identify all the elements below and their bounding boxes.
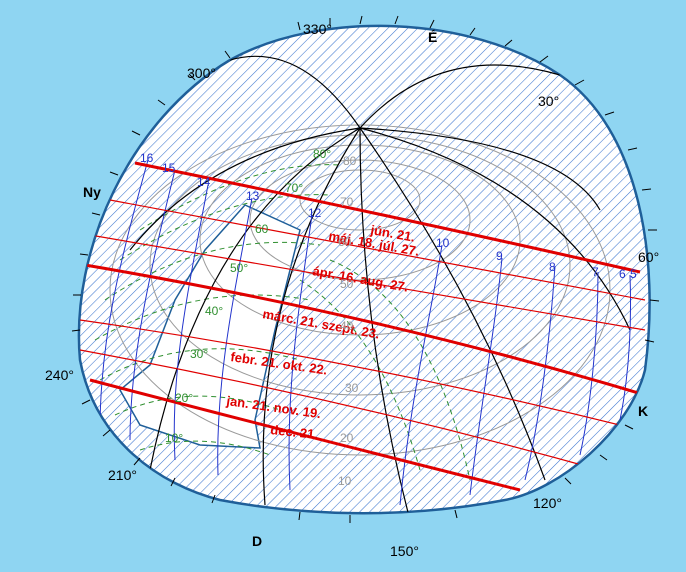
rim-ticks: [71, 15, 660, 523]
alt-grey-20: 20: [340, 431, 354, 445]
alt-green-70: 70°: [285, 181, 303, 195]
hour-label-16: 16: [140, 151, 154, 165]
alt-green-10: 10°: [165, 431, 183, 445]
dome: [77, 24, 651, 515]
azimuth-label-240: 240°: [45, 367, 74, 383]
azimuth-label-150: 150°: [390, 543, 419, 559]
azimuth-label-30: 30°: [538, 93, 559, 109]
alt-grey-30: 30: [345, 381, 359, 395]
hour-label-10: 10: [436, 236, 450, 250]
hour-label-7: 7: [592, 265, 599, 279]
hour-label-14: 14: [197, 175, 211, 189]
hour-label-13: 13: [246, 189, 260, 203]
alt-grey-10: 10: [338, 474, 352, 488]
hour-label-8: 8: [549, 260, 556, 274]
cardinal-west: Ny: [83, 184, 101, 200]
alt-green-30: 30°: [190, 347, 208, 361]
cardinal-east: K: [638, 403, 648, 419]
cardinal-labels: É Ny K D: [83, 29, 648, 549]
alt-green-60: 60: [255, 222, 269, 236]
alt-grey-70: 70: [340, 195, 354, 209]
alt-green-20: 20°: [175, 391, 193, 405]
cardinal-south: D: [252, 533, 262, 549]
azimuth-label-330: 330°: [303, 21, 332, 37]
azimuth-labels: 330° 300° 30° 60° 240° 210° 120° 150°: [45, 21, 659, 559]
sun-path-label-dec21: dec. 21.: [270, 422, 319, 442]
hour-label-15: 15: [162, 161, 176, 175]
meridians: [129, 55, 631, 514]
alt-green-40: 40°: [205, 304, 223, 318]
hour-label-6: 6: [619, 267, 626, 281]
alt-grey-40: 40: [340, 319, 354, 333]
altitude-labels-green: 80° 70° 60 50° 40° 30° 20° 10°: [165, 147, 331, 445]
alt-grey-50: 50: [340, 277, 354, 291]
alt-green-50: 50°: [230, 261, 248, 275]
sun-path-lines: [79, 161, 646, 492]
hour-labels: 16 15 14 13 12 10 9 8 7 6 5: [140, 151, 637, 281]
azimuth-label-120: 120°: [533, 495, 562, 511]
alt-green-80: 80°: [313, 147, 331, 161]
hour-label-5: 5: [630, 267, 637, 281]
hour-lines: [99, 159, 632, 506]
alt-grey-60: 60: [338, 235, 352, 249]
azimuth-label-60: 60°: [638, 249, 659, 265]
cardinal-north: É: [428, 29, 437, 45]
hour-label-9: 9: [496, 249, 503, 263]
azimuth-label-210: 210°: [108, 467, 137, 483]
alt-grey-80: 80: [343, 154, 357, 168]
hour-label-12: 12: [308, 206, 322, 220]
azimuth-label-300: 300°: [187, 65, 216, 81]
altitude-labels-grey: 80 70 60 50 40 30 20 10: [338, 154, 359, 488]
unshaded-region: [119, 204, 301, 449]
